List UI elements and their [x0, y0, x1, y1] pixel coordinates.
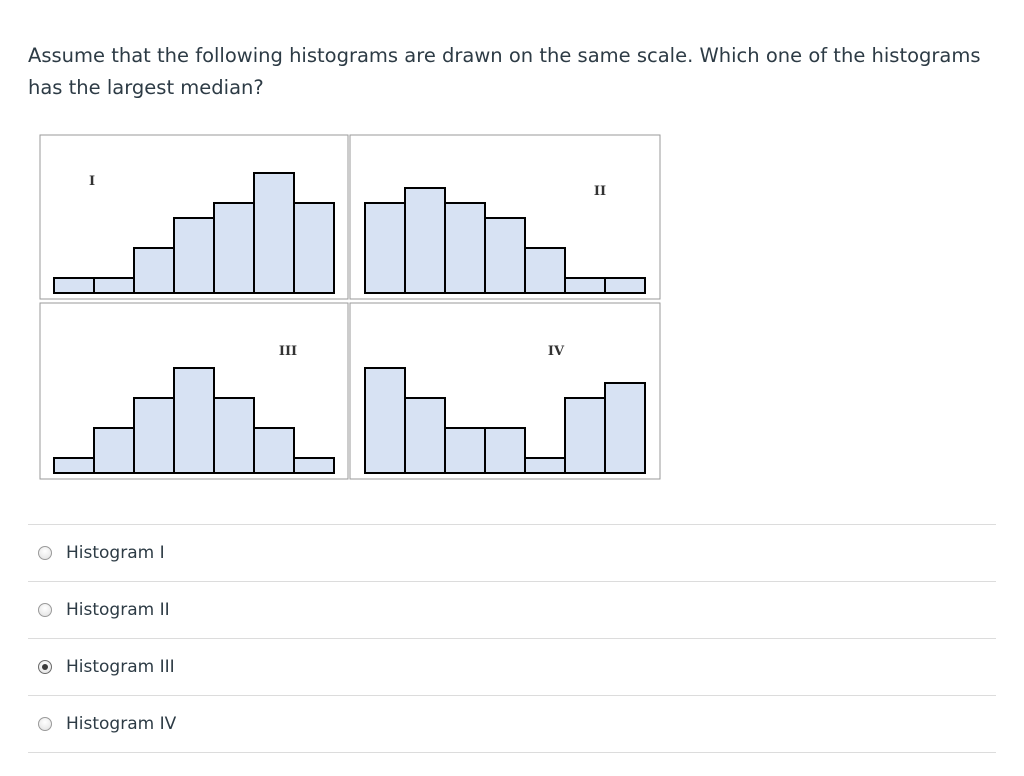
histogram-bar	[293, 202, 335, 294]
histogram-bar	[364, 202, 406, 294]
radio-button[interactable]	[38, 660, 52, 674]
histogram-bar	[444, 202, 486, 294]
histogram-bar	[524, 247, 566, 294]
histogram-label: III	[279, 344, 297, 359]
histogram-panel-1: I	[39, 134, 349, 300]
histogram-label: I	[89, 174, 95, 189]
answer-option-1[interactable]: Histogram I	[28, 525, 996, 582]
histogram-bar	[53, 457, 95, 474]
histogram-bar	[53, 277, 95, 294]
histogram-label: IV	[548, 344, 565, 359]
histogram-panel-3: III	[39, 302, 349, 480]
radio-button[interactable]	[38, 603, 52, 617]
answer-label: Histogram II	[66, 600, 170, 620]
histogram-panel-2: II	[349, 134, 661, 300]
histogram-bar	[93, 277, 135, 294]
histogram-panel-4: IV	[349, 302, 661, 480]
histogram-bar	[213, 202, 255, 294]
question-text: Assume that the following histograms are…	[28, 44, 981, 99]
histogram-bar	[93, 427, 135, 474]
histogram-bar	[484, 427, 526, 474]
radio-button[interactable]	[38, 717, 52, 731]
histogram-bar	[253, 427, 295, 474]
answer-label: Histogram IV	[66, 714, 177, 734]
histogram-bar	[253, 172, 295, 294]
histogram-bar	[173, 217, 215, 294]
histogram-bar	[173, 367, 215, 474]
histogram-bar	[604, 277, 646, 294]
histogram-bar	[524, 457, 566, 474]
answer-option-3[interactable]: Histogram III	[28, 639, 996, 696]
histogram-bar	[133, 397, 175, 474]
histogram-bar	[213, 397, 255, 474]
histogram-label: II	[594, 184, 606, 199]
answer-option-4[interactable]: Histogram IV	[28, 696, 996, 753]
histogram-bar	[404, 397, 446, 474]
histogram-bar	[564, 277, 606, 294]
histogram-bar	[444, 427, 486, 474]
histograms-figure: I II III IV	[38, 133, 662, 481]
histogram-bar	[484, 217, 526, 294]
histogram-bar	[564, 397, 606, 474]
radio-button[interactable]	[38, 546, 52, 560]
answer-label: Histogram I	[66, 543, 165, 563]
answer-list: Histogram I Histogram II Histogram III H…	[28, 524, 996, 753]
histogram-bar	[293, 457, 335, 474]
histogram-bar	[604, 382, 646, 474]
histogram-bar	[364, 367, 406, 474]
answer-option-2[interactable]: Histogram II	[28, 582, 996, 639]
answer-label: Histogram III	[66, 657, 175, 677]
histogram-bar	[133, 247, 175, 294]
histogram-bar	[404, 187, 446, 294]
